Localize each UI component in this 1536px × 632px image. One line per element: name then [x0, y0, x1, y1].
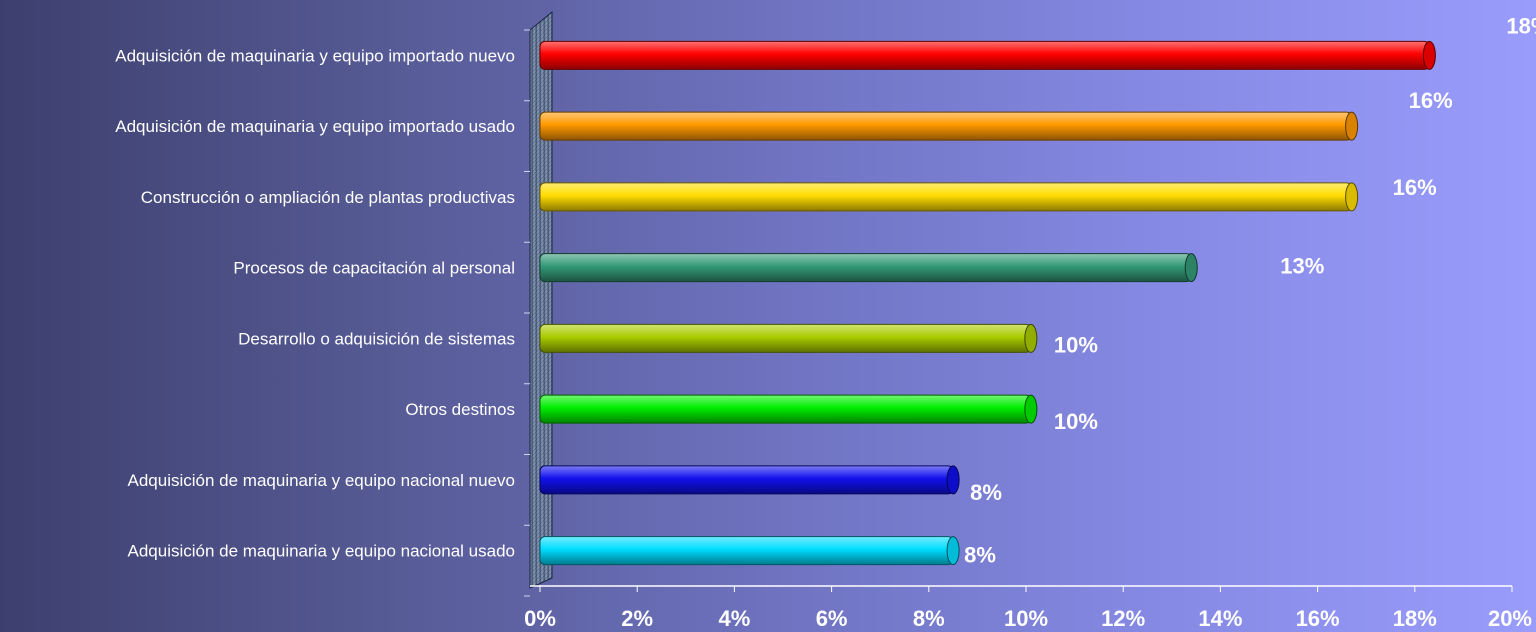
bar-cap-3 [1345, 182, 1359, 212]
bar-5 [539, 323, 1032, 353]
data-label: 13% [1280, 254, 1324, 279]
x-tick-label: 2% [621, 606, 653, 631]
bar-1 [539, 40, 1430, 70]
category-label: Adquisición de maquinaria y equipo impor… [115, 46, 515, 65]
x-tick-label: 12% [1101, 606, 1145, 631]
category-label: Adquisición de maquinaria y equipo nacio… [128, 471, 516, 490]
category-label: Otros destinos [405, 400, 515, 419]
x-tick-label: 0% [524, 606, 556, 631]
x-tick-label: 18% [1393, 606, 1437, 631]
x-tick-label: 6% [816, 606, 848, 631]
bar-cap-1 [1422, 40, 1436, 70]
x-tick-label: 14% [1198, 606, 1242, 631]
x-tick-label: 4% [719, 606, 751, 631]
bar-7 [539, 465, 954, 495]
bar-6 [539, 394, 1032, 424]
data-label: 10% [1054, 332, 1098, 357]
bar-cap-2 [1345, 111, 1359, 141]
data-label: 8% [970, 480, 1002, 505]
x-tick-label: 10% [1004, 606, 1048, 631]
x-tick-label: 8% [913, 606, 945, 631]
bar-4 [539, 253, 1192, 283]
x-tick-label: 16% [1296, 606, 1340, 631]
bar-8 [539, 536, 954, 566]
category-label: Adquisición de maquinaria y equipo nacio… [128, 542, 516, 561]
bar-3 [539, 182, 1353, 212]
data-label: 16% [1393, 175, 1437, 200]
category-label: Adquisición de maquinaria y equipo impor… [115, 117, 515, 136]
category-label: Desarrollo o adquisición de sistemas [238, 329, 515, 348]
bar-cap-5 [1024, 323, 1038, 353]
bar-cap-6 [1024, 394, 1038, 424]
data-label: 16% [1409, 88, 1453, 113]
bar-cap-7 [946, 465, 960, 495]
axis-wall [529, 10, 553, 589]
data-label: 8% [964, 543, 996, 568]
bar-cap-8 [946, 536, 960, 566]
x-tick-label: 20% [1488, 606, 1532, 631]
category-label: Construcción o ampliación de plantas pro… [141, 188, 515, 207]
bar-cap-4 [1184, 253, 1198, 283]
category-label: Procesos de capacitación al personal [233, 259, 515, 278]
bar-2 [539, 111, 1353, 141]
data-label: 18% [1506, 13, 1536, 38]
data-label: 10% [1054, 409, 1098, 434]
